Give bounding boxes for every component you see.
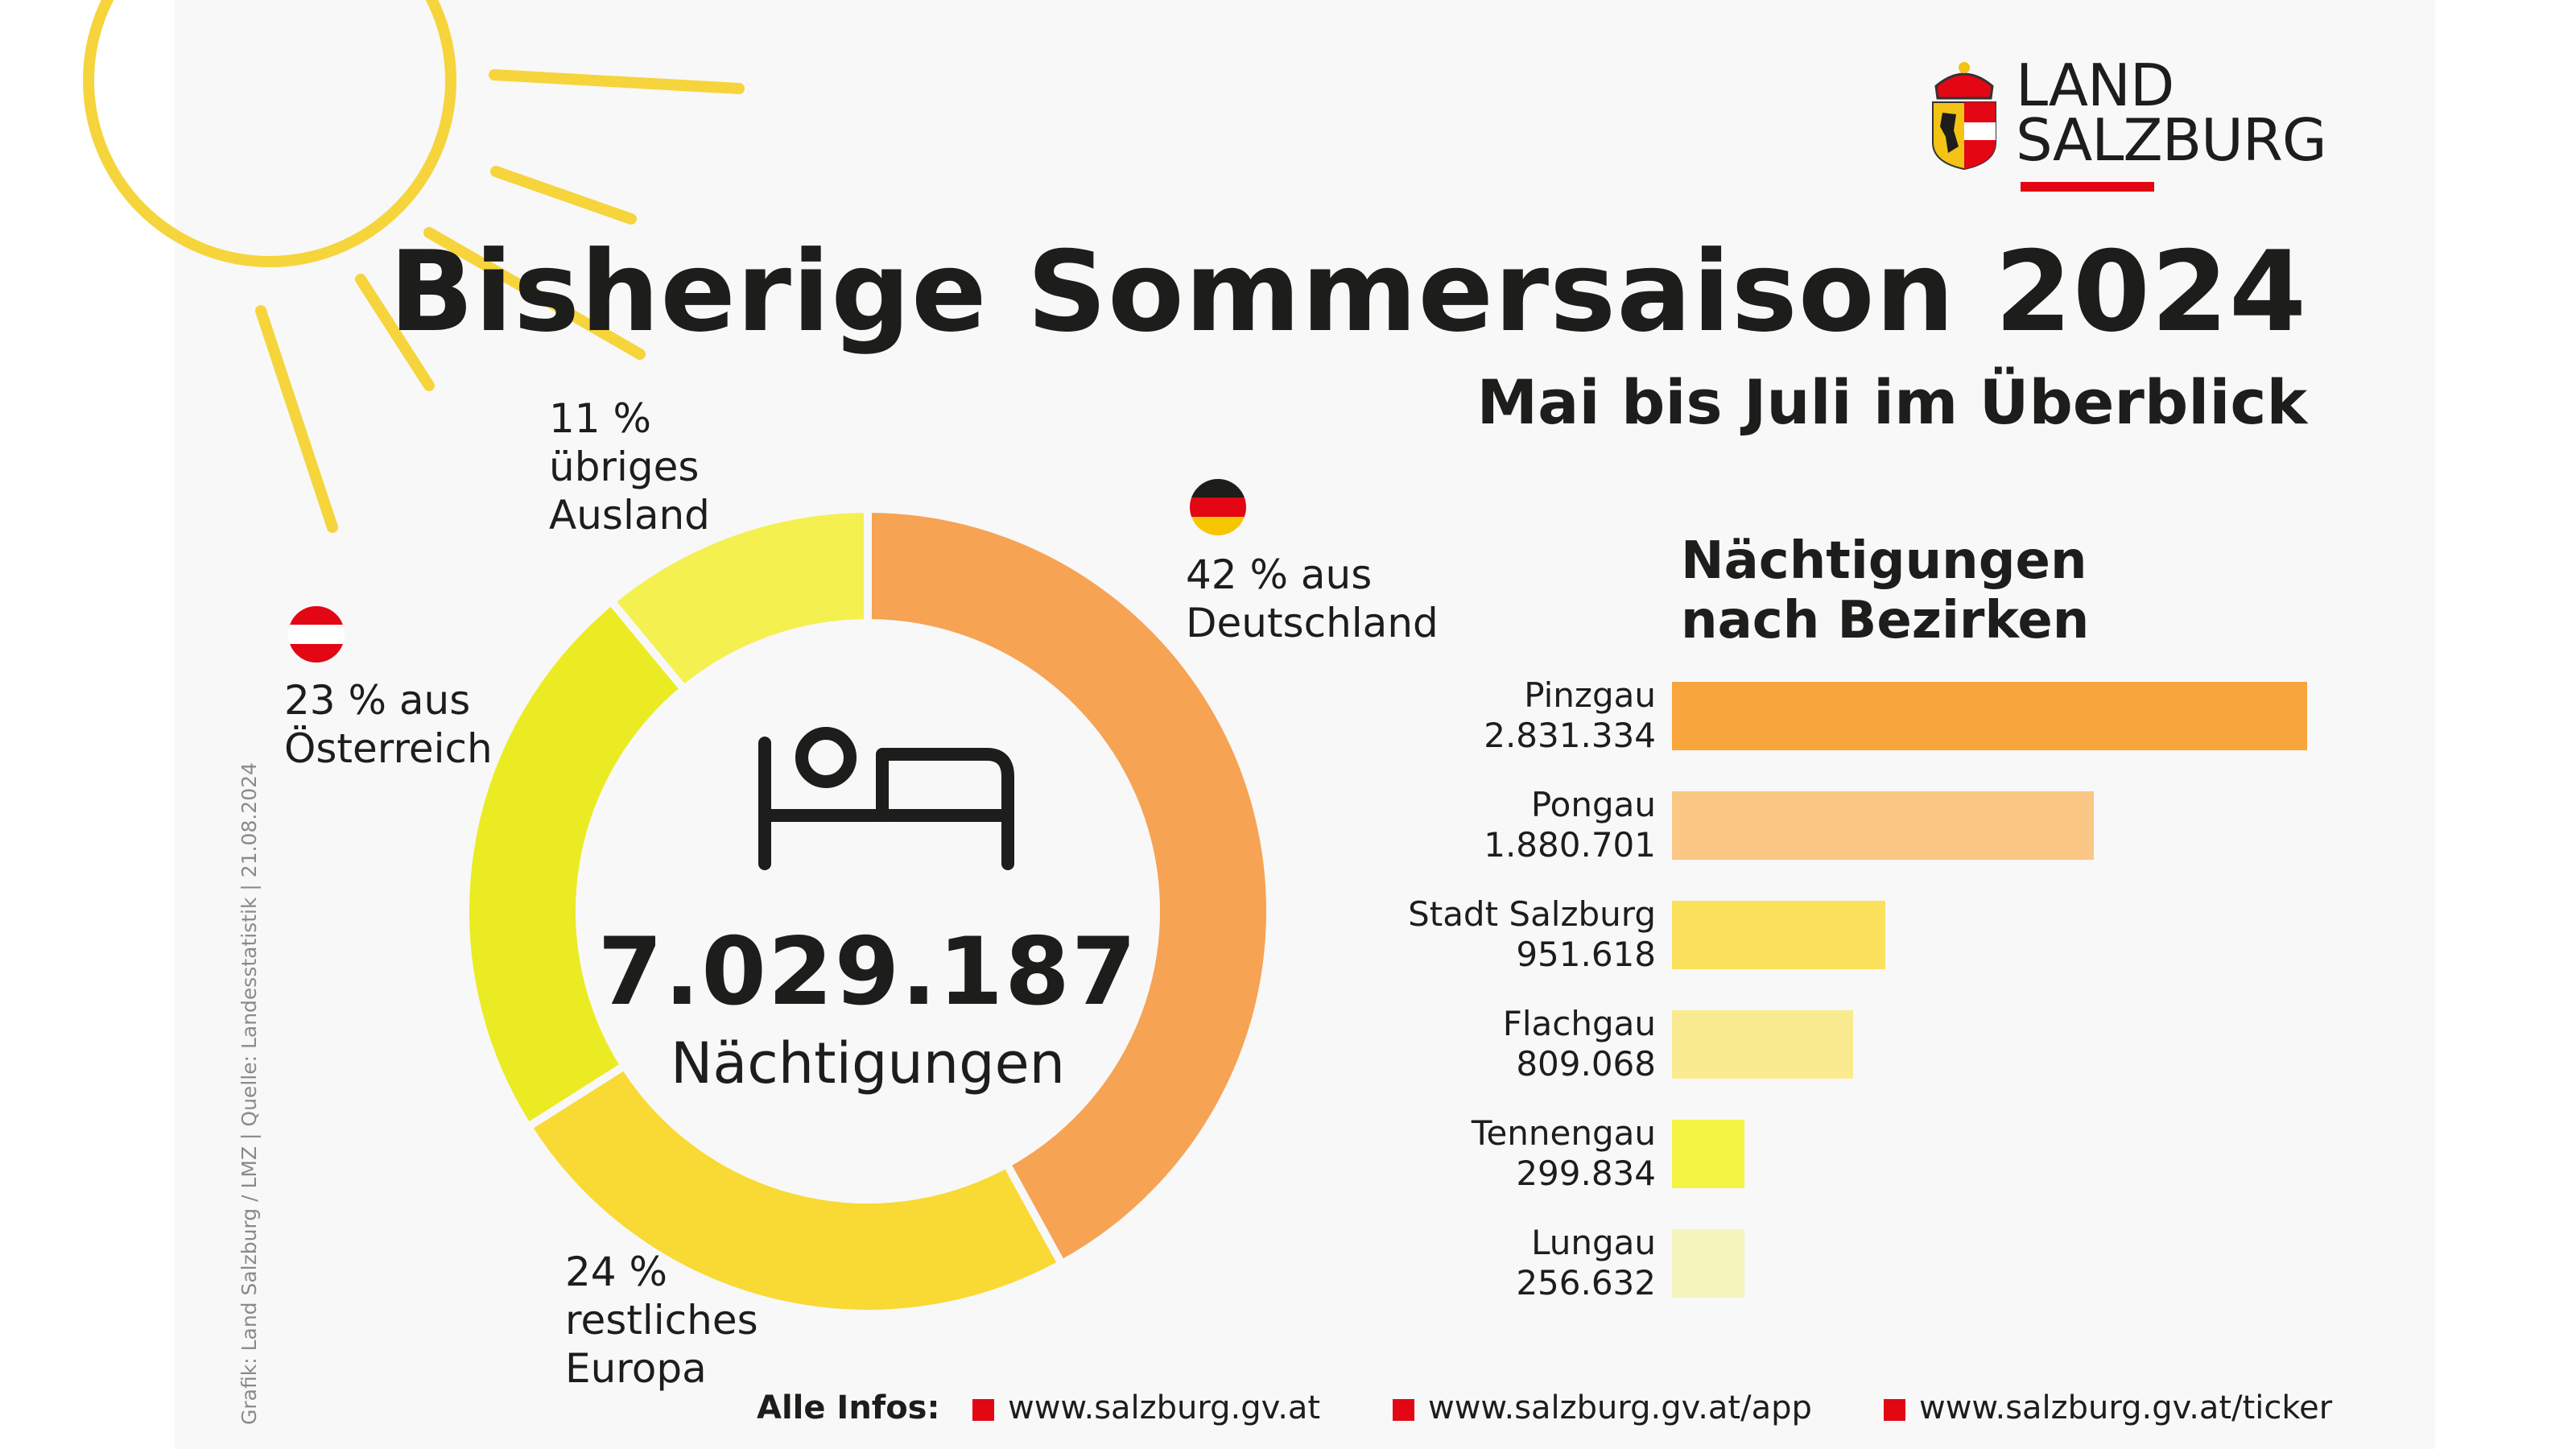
bar-flachgau [1672,1010,1854,1079]
bar-value-label: 2.831.334 [1484,716,1656,755]
total-unit-label: Nächtigungen [670,1030,1066,1096]
bar-value-label: 809.068 [1516,1044,1656,1084]
source-credit: Grafik: Land Salzburg / LMZ | Quelle: La… [237,762,261,1425]
label-other-pct: 11 % [549,395,652,442]
bezirke-title-line2: nach Bezirken [1681,591,2090,650]
logo-red-bar [2021,182,2154,192]
germany-flag-icon [1190,479,1246,535]
salzburg-coat-of-arms-logo [1932,62,1996,171]
link-ticker[interactable]: www.salzburg.gv.at/ticker [1919,1389,2333,1426]
bar-category-label: Pinzgau [1524,675,1656,715]
link-app[interactable]: www.salzburg.gv.at/app [1428,1389,1812,1426]
bar-value-label: 1.880.701 [1484,825,1656,865]
bezirke-chart-title: Nächtigungen nach Bezirken [1681,531,2089,650]
sun-icon [83,0,745,533]
bar-label: Pinzgau 2.831.334 [1484,675,1656,756]
bar-label: Lungau 256.632 [1516,1223,1656,1303]
label-germany-country: Deutschland [1186,600,1439,646]
bar-label: Tennengau 299.834 [1472,1113,1656,1194]
label-austria-pct: 23 % aus [284,677,471,724]
label-other-line3: Ausland [549,492,710,539]
bar-category-label: Stadt Salzburg [1408,894,1656,934]
footer-label: Alle Infos: [757,1389,940,1426]
donut-segment-1 [864,504,1274,1269]
bar-category-label: Pongau [1530,785,1656,824]
page-title: Bisherige Sommersaison 2024 [389,227,2307,357]
bar-label: Flachgau 809.068 [1503,1004,1656,1084]
bar-value-label: 299.834 [1516,1154,1656,1193]
logo-text: LAND SALZBURG [2016,52,2327,174]
donut-segment-4 [605,504,872,696]
page-subtitle: Mai bis Juli im Überblick [1476,366,2307,438]
link-bullet [972,1399,994,1421]
label-austria-country: Österreich [284,725,493,772]
bar-category-label: Lungau [1531,1223,1656,1262]
link-website[interactable]: www.salzburg.gv.at [1008,1389,1321,1426]
label-germany: 42 % aus Deutschland [1186,551,1439,647]
donut-segment-2 [522,1059,1067,1318]
label-rest-europe: 24 % restliches Europa [565,1248,758,1393]
label-other-abroad: 11 % übriges Ausland [549,394,710,539]
label-europe-line2: restliches [565,1297,758,1344]
logo-line-1: LAND [2016,52,2174,119]
bar-tennengau [1672,1120,1744,1188]
total-overnight-stays: 7.029.187 [597,918,1138,1026]
austria-flag-icon [288,606,345,663]
label-other-line2: übriges [549,444,700,490]
bar-category-label: Flachgau [1502,1004,1656,1043]
link-bullet [1884,1399,1905,1421]
label-europe-line3: Europa [565,1345,707,1392]
bed-icon [758,727,1014,870]
bezirke-title-line1: Nächtigungen [1681,531,2087,591]
bar-pinzgau [1672,682,2307,750]
label-austria: 23 % aus Österreich [284,676,493,773]
bar-pongau [1672,791,2095,860]
donut-chart [461,504,1274,1318]
bar-stadt-salzburg [1672,901,1886,969]
bar-lungau [1672,1229,1744,1298]
bar-label: Stadt Salzburg 951.618 [1408,894,1656,975]
bar-value-label: 951.618 [1516,935,1656,974]
label-germany-pct: 42 % aus [1186,551,1373,598]
bar-category-label: Tennengau [1471,1113,1656,1153]
link-bullet [1393,1399,1414,1421]
label-europe-pct: 24 % [565,1249,668,1295]
bar-value-label: 256.632 [1516,1263,1656,1302]
logo-line-2: SALZBURG [2016,106,2327,174]
donut-segment-3 [461,595,690,1133]
bar-label: Pongau 1.880.701 [1484,785,1656,865]
